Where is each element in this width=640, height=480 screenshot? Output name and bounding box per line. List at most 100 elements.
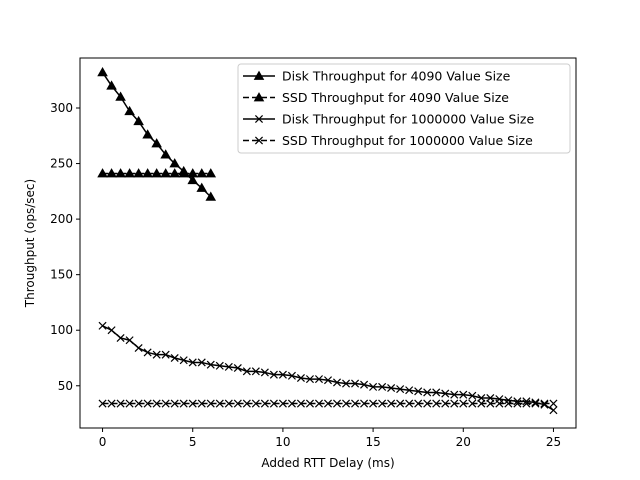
axis-layer: 0 5 10 15 20 25 50 100 150 200 250 300 (50, 101, 561, 449)
data-point (423, 388, 432, 397)
data-point (414, 399, 423, 408)
data-point (342, 379, 351, 388)
data-point (387, 399, 396, 408)
data-point (351, 399, 360, 408)
data-point (441, 389, 450, 398)
data-point (477, 399, 486, 408)
data-point (305, 399, 314, 408)
data-point (224, 362, 233, 371)
data-point (206, 360, 215, 369)
data-point (332, 378, 342, 387)
data-point (152, 399, 161, 408)
data-point (522, 399, 531, 408)
data-point (378, 399, 387, 408)
data-point (450, 390, 459, 399)
data-point (107, 399, 116, 408)
data-point (287, 371, 296, 380)
data-point (143, 348, 152, 357)
data-point (323, 376, 333, 385)
legend-marker (254, 114, 264, 124)
data-point (360, 380, 369, 389)
data-point (260, 399, 269, 408)
y-tick-label: 200 (50, 212, 73, 226)
data-point (486, 399, 495, 408)
y-tick-label: 250 (50, 157, 73, 171)
data-point (251, 367, 260, 376)
data-point (369, 382, 378, 391)
legend: Disk Throughput for 4090 Value Size SSD T… (237, 63, 571, 154)
data-point (187, 174, 199, 185)
data-point (133, 115, 144, 126)
data-point (432, 399, 441, 408)
data-point (369, 399, 378, 408)
data-point (215, 361, 224, 370)
data-point (124, 168, 135, 178)
data-point (305, 375, 314, 384)
data-point (115, 168, 126, 178)
legend-marker (254, 136, 264, 145)
legend-entry: SSD Throughput for 4090 Value Size (243, 90, 509, 105)
legend-entry: Disk Throughput for 1000000 Value Size (243, 112, 534, 127)
data-point (269, 370, 278, 379)
data-point (188, 399, 197, 408)
legend-marker (253, 70, 265, 80)
data-point (134, 399, 143, 408)
legend-label: SSD Throughput for 1000000 Value Size (282, 133, 533, 148)
data-point (205, 168, 217, 178)
data-point (396, 385, 405, 394)
legend-entry: Disk Throughput for 4090 Value Size (243, 69, 511, 84)
data-point (170, 399, 179, 408)
data-point (152, 350, 161, 359)
legend-entry: SSD Throughput for 1000000 Value Size (243, 133, 533, 148)
y-tick-label: 100 (50, 323, 73, 337)
data-point (106, 168, 117, 178)
data-point (98, 321, 107, 330)
data-point (124, 105, 135, 116)
data-point (206, 399, 215, 408)
data-point (169, 158, 180, 168)
data-point (351, 379, 360, 388)
data-point (233, 399, 242, 408)
data-point (296, 373, 305, 383)
data-point (296, 399, 305, 408)
data-point (450, 399, 459, 408)
data-point (161, 350, 170, 359)
y-axis-label: Throughput (ops/sec) (23, 179, 37, 308)
data-point (178, 168, 189, 178)
data-point (134, 343, 143, 353)
data-point (215, 399, 224, 408)
data-point (323, 399, 333, 408)
data-point (242, 367, 251, 376)
data-point (432, 388, 441, 397)
data-point (269, 399, 278, 408)
data-point (287, 399, 296, 408)
data-point (179, 399, 188, 408)
series-layer (97, 67, 558, 415)
y-tick-label: 300 (50, 101, 73, 115)
x-tick-label: 20 (456, 435, 471, 449)
data-point (98, 399, 107, 408)
data-point (205, 191, 217, 201)
data-point (549, 406, 558, 415)
data-point (549, 399, 558, 408)
data-point (251, 399, 260, 408)
data-point (106, 80, 117, 90)
data-point (405, 399, 414, 408)
data-point (423, 399, 432, 408)
data-point (179, 356, 188, 365)
legend-label: SSD Throughput for 4090 Value Size (282, 90, 509, 105)
data-point (396, 399, 405, 408)
data-point (531, 399, 540, 408)
data-point (342, 399, 351, 408)
x-tick-label: 15 (365, 435, 380, 449)
data-point (504, 396, 513, 405)
data-point (278, 370, 287, 379)
legend-box (237, 63, 571, 154)
legend-label: Disk Throughput for 4090 Value Size (282, 69, 511, 84)
data-point (196, 182, 208, 192)
x-tick-label: 0 (99, 435, 107, 449)
data-point (224, 399, 233, 408)
data-point (97, 67, 108, 77)
data-point (540, 399, 549, 408)
data-point (504, 399, 513, 408)
